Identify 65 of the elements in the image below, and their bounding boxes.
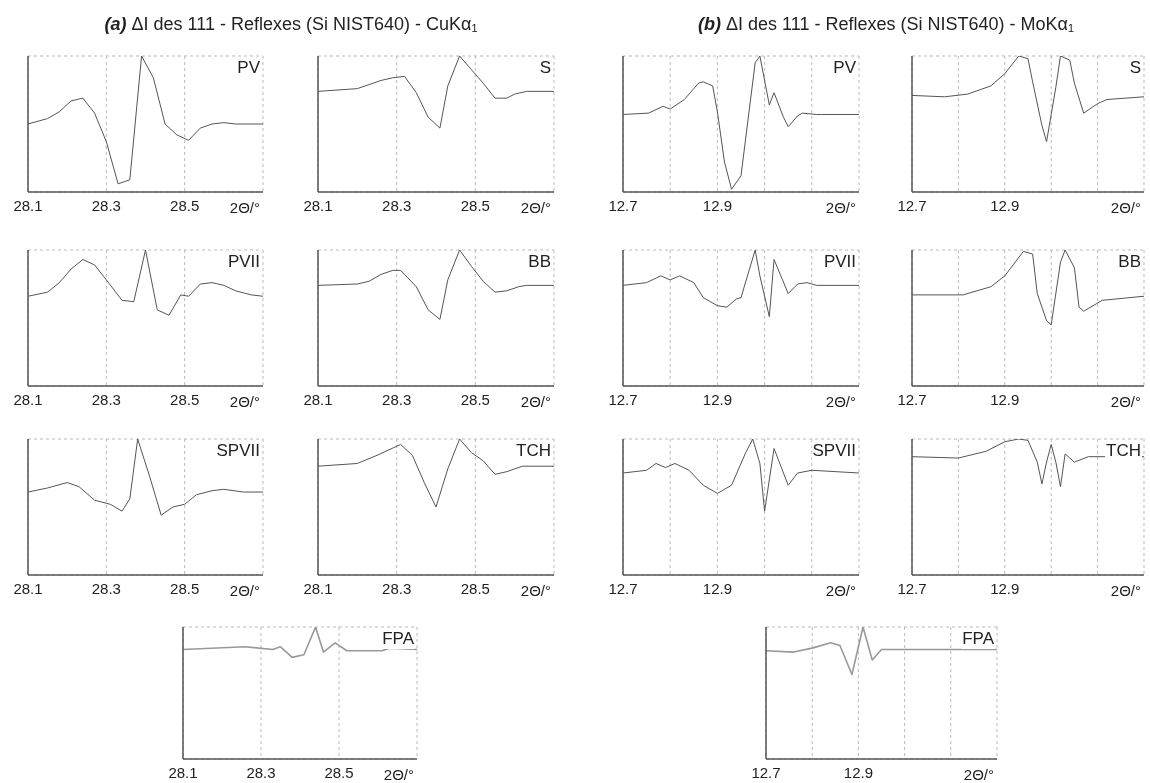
x-tick-label: 28.1 bbox=[168, 763, 198, 781]
x-tick-label: 28.1 bbox=[303, 390, 333, 408]
text: (b) ΔI des 111 - Reflexes (Si NIST640) - MoKα₁ bbox=[698, 14, 1074, 34]
chart-title: S bbox=[538, 58, 552, 78]
x-tick-label: 28.3 bbox=[91, 196, 121, 214]
text: (a) ΔI des 111 - Reflexes (Si NIST640) - CuKα₁ bbox=[104, 14, 478, 34]
x-tick-label: 28.3 bbox=[382, 196, 412, 214]
x-axis-title: 2Θ/° bbox=[825, 393, 856, 410]
x-tick-label: 12.9 bbox=[702, 579, 732, 597]
x-axis-title: 2Θ/° bbox=[383, 766, 414, 783]
x-tick-label: 12.9 bbox=[702, 390, 732, 408]
x-tick-label: 28.5 bbox=[460, 579, 490, 597]
x-axis-title: 2Θ/° bbox=[229, 582, 260, 599]
x-tick-label: 12.7 bbox=[608, 579, 638, 597]
x-tick-label: 12.7 bbox=[897, 196, 927, 214]
x-tick-label: 12.7 bbox=[897, 390, 927, 408]
x-tick-label: 28.3 bbox=[382, 390, 412, 408]
x-axis-title: 2Θ/° bbox=[520, 393, 551, 410]
chart-title: BB bbox=[527, 252, 552, 272]
x-axis-title: 2Θ/° bbox=[520, 582, 551, 599]
x-tick-label: 28.1 bbox=[13, 579, 43, 597]
x-tick-label: 28.5 bbox=[170, 196, 200, 214]
chart-title: S bbox=[1128, 58, 1142, 78]
x-tick-label: 28.3 bbox=[91, 390, 121, 408]
x-tick-label: 28.3 bbox=[91, 579, 121, 597]
x-tick-label: 12.9 bbox=[990, 196, 1020, 214]
x-tick-label: 28.5 bbox=[460, 196, 490, 214]
x-axis-title: 2Θ/° bbox=[825, 199, 856, 216]
x-tick-label: 28.1 bbox=[303, 579, 333, 597]
x-axis-title: 2Θ/° bbox=[1110, 393, 1141, 410]
x-axis-title: 2Θ/° bbox=[963, 766, 994, 783]
chart-title: PV bbox=[832, 58, 857, 78]
chart-title: PV bbox=[236, 58, 261, 78]
x-axis-title: 2Θ/° bbox=[1110, 582, 1141, 599]
x-tick-label: 12.7 bbox=[608, 196, 638, 214]
x-axis-title: 2Θ/° bbox=[1110, 199, 1141, 216]
x-tick-label: 12.9 bbox=[990, 579, 1020, 597]
x-tick-label: 12.7 bbox=[608, 390, 638, 408]
x-axis-title: 2Θ/° bbox=[229, 393, 260, 410]
x-tick-label: 12.9 bbox=[990, 390, 1020, 408]
x-tick-label: 12.7 bbox=[897, 579, 927, 597]
x-tick-label: 28.3 bbox=[246, 763, 276, 781]
x-tick-label: 28.5 bbox=[324, 763, 354, 781]
chart-title: SPVII bbox=[215, 441, 261, 461]
x-axis-title: 2Θ/° bbox=[229, 199, 260, 216]
x-tick-label: 28.5 bbox=[460, 390, 490, 408]
x-tick-label: 12.7 bbox=[751, 763, 781, 781]
x-axis-title: 2Θ/° bbox=[520, 199, 551, 216]
x-tick-label: 28.1 bbox=[13, 196, 43, 214]
chart-title: BB bbox=[1117, 252, 1142, 272]
x-tick-label: 28.5 bbox=[170, 579, 200, 597]
x-tick-label: 28.3 bbox=[382, 579, 412, 597]
chart-title: PVII bbox=[822, 252, 857, 272]
x-tick-label: 28.1 bbox=[303, 196, 333, 214]
x-tick-label: 12.9 bbox=[843, 763, 873, 781]
x-axis-title: 2Θ/° bbox=[825, 582, 856, 599]
chart-title: SPVII bbox=[811, 441, 857, 461]
chart-title: PVII bbox=[226, 252, 261, 272]
x-tick-label: 12.9 bbox=[702, 196, 732, 214]
chart-title: FPA bbox=[961, 629, 995, 649]
chart-title: TCH bbox=[515, 441, 552, 461]
chart-title: FPA bbox=[381, 629, 415, 649]
chart-title: TCH bbox=[1105, 441, 1142, 461]
x-tick-label: 28.1 bbox=[13, 390, 43, 408]
x-tick-label: 28.5 bbox=[170, 390, 200, 408]
